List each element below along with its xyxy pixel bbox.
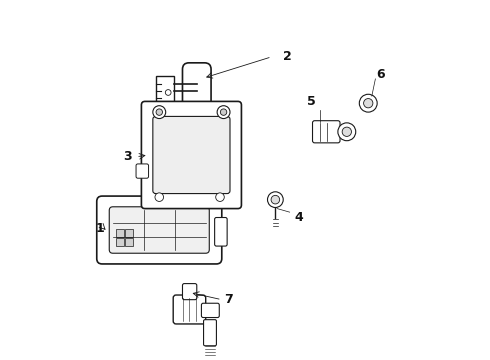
Circle shape (342, 127, 351, 136)
Text: 7: 7 (224, 293, 233, 306)
FancyBboxPatch shape (109, 207, 209, 253)
Text: 6: 6 (376, 68, 385, 81)
Text: 2: 2 (284, 50, 292, 63)
Bar (125, 229, 133, 237)
FancyBboxPatch shape (142, 102, 242, 208)
Text: 1: 1 (96, 222, 105, 235)
FancyBboxPatch shape (97, 196, 222, 264)
Circle shape (364, 99, 373, 108)
FancyBboxPatch shape (201, 303, 220, 318)
Circle shape (216, 193, 224, 202)
FancyBboxPatch shape (173, 295, 206, 324)
Circle shape (268, 192, 283, 207)
FancyBboxPatch shape (182, 284, 197, 300)
Circle shape (153, 106, 166, 118)
FancyBboxPatch shape (136, 164, 148, 178)
FancyBboxPatch shape (313, 121, 340, 143)
Bar (117, 229, 124, 237)
FancyBboxPatch shape (215, 217, 227, 246)
Circle shape (220, 109, 227, 115)
Circle shape (165, 90, 171, 95)
Circle shape (156, 109, 163, 115)
FancyBboxPatch shape (182, 63, 211, 133)
Bar (117, 238, 124, 246)
Circle shape (338, 123, 356, 141)
Circle shape (359, 94, 377, 112)
Text: 3: 3 (123, 150, 131, 163)
Text: 4: 4 (294, 211, 303, 224)
Bar (125, 238, 133, 246)
Circle shape (155, 193, 164, 202)
FancyBboxPatch shape (153, 116, 230, 194)
Circle shape (271, 195, 280, 204)
Text: 5: 5 (307, 95, 316, 108)
Circle shape (217, 106, 230, 118)
Bar (156, 76, 173, 103)
FancyBboxPatch shape (203, 320, 217, 346)
